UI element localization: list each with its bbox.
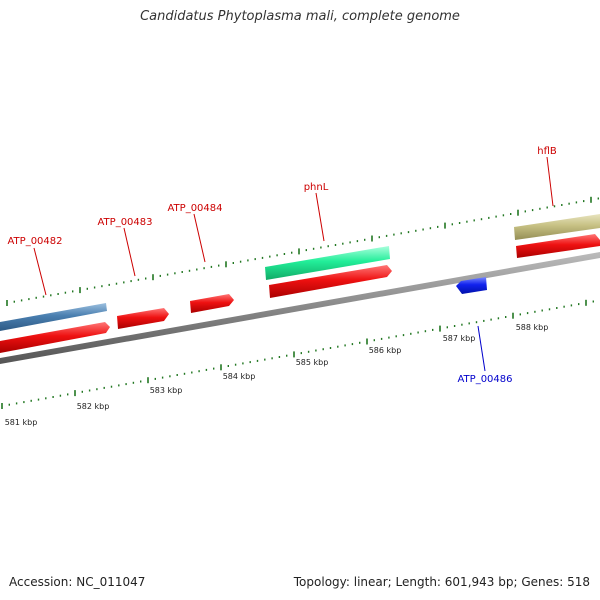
leader-ATP_00483 [123,227,136,277]
scale-label-581: 581 kbp [5,418,38,427]
leader-phnL [315,192,325,242]
cds-arrow-phnL[interactable] [269,265,392,298]
scale-label-587: 587 kbp [443,334,476,343]
scale-label-588: 588 kbp [516,323,549,332]
leader-ATP_00484 [193,213,206,263]
scale-label-586: 586 kbp [369,346,402,355]
gene-bar-ATP_00482[interactable] [0,303,107,331]
scale-label-584: 584 kbp [223,372,256,381]
annotation-label-hflB[interactable]: hflB [537,146,557,157]
cds-arrow-ATP_00483[interactable] [117,308,169,329]
leader-ATP_00482 [33,247,47,296]
forward-tick-row [6,196,599,306]
scale-tick-row [1,299,594,409]
leader-hflB [546,156,554,207]
gene-bar-hflB[interactable] [514,214,600,240]
scale-label-585: 585 kbp [296,358,329,367]
annotation-label-ATP_00482[interactable]: ATP_00482 [7,236,62,247]
accession-text: Accession: NC_011047 [9,575,146,589]
annotation-label-phnL[interactable]: phnL [304,182,329,193]
scale-label-583: 583 kbp [150,386,183,395]
annotation-label-ATP_00484[interactable]: ATP_00484 [167,203,222,214]
cds-arrow-ATP_00482[interactable] [0,322,110,353]
cds-arrow-ATP_00484[interactable] [190,294,234,313]
genome-title: Candidatus Phytoplasma mali, complete ge… [140,9,460,24]
cds-arrow-hflB[interactable] [516,234,600,258]
gene-bar-phnL[interactable] [265,246,390,280]
scale-label-582: 582 kbp [77,402,110,411]
annotation-label-ATP_00483[interactable]: ATP_00483 [97,217,152,228]
genome-backbone [0,252,600,364]
annotation-label-ATP_00486[interactable]: ATP_00486 [457,374,512,385]
genome-summary-text: Topology: linear; Length: 601,943 bp; Ge… [293,575,590,589]
cds-arrow-ATP_00486[interactable] [456,277,487,294]
leader-ATP_00486 [477,325,486,372]
